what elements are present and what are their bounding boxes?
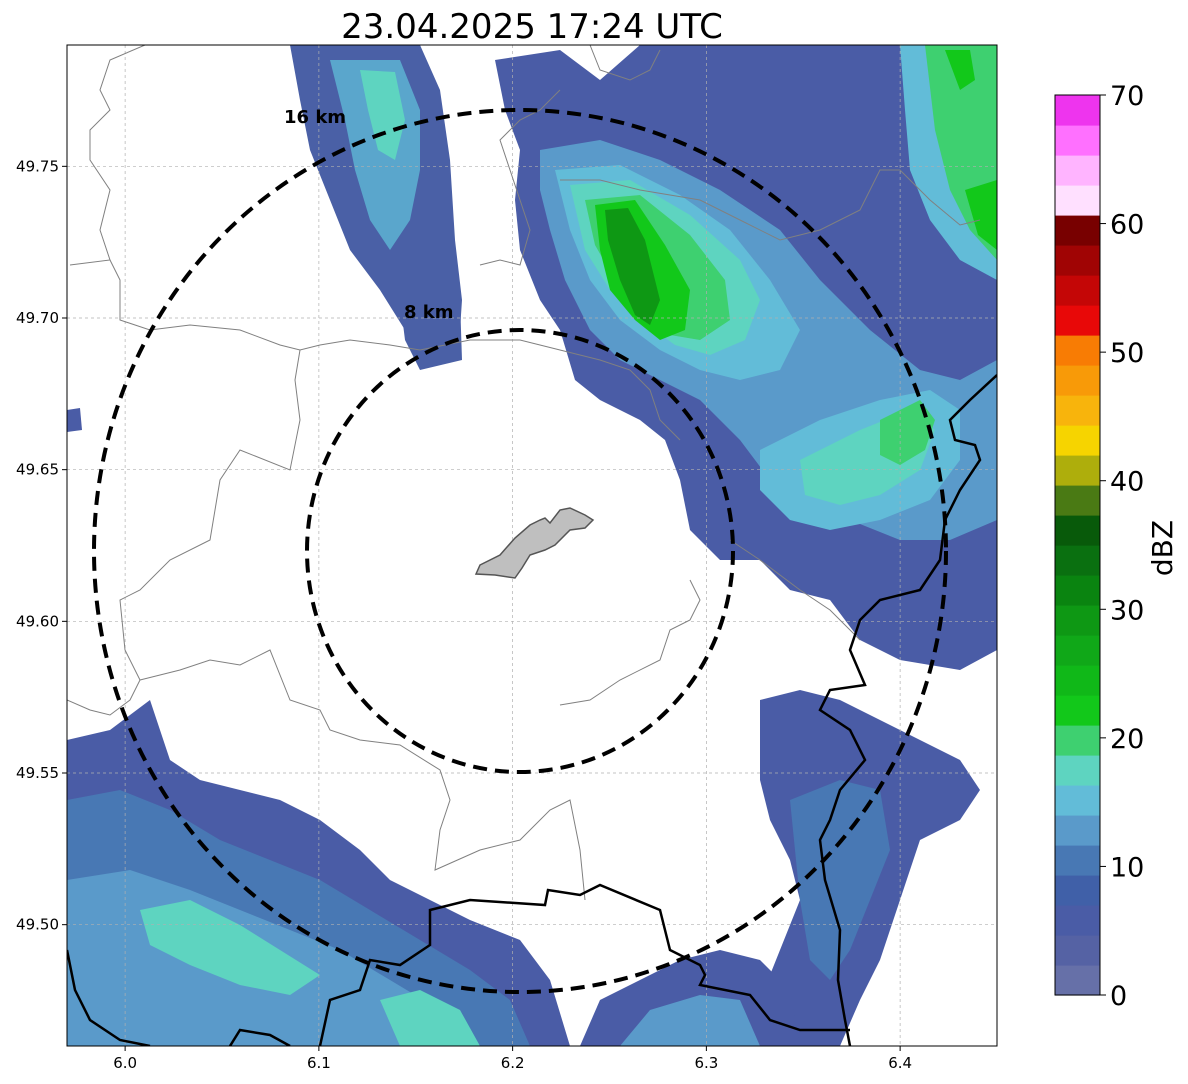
range-ring-16km	[92, 108, 948, 994]
colorbar-segment-20	[1055, 365, 1100, 396]
echo-ne-core-dark	[605, 208, 660, 325]
colorbar-segment-24	[1055, 245, 1100, 276]
radar-echoes	[67, 45, 997, 1046]
region-boundary-9	[559, 579, 701, 706]
range-ring-8km	[305, 328, 735, 774]
colorbar-tick-label-1: 10	[1110, 852, 1144, 883]
lon-tick-label-1: 6.1	[307, 1054, 331, 1072]
colorbar	[1054, 94, 1101, 996]
colorbar-tick-label-0: 0	[1110, 981, 1127, 1012]
lat-tick-label-4: 49.70	[16, 309, 59, 327]
echo-center-north-cell	[400, 300, 462, 370]
colorbar-frame	[1054, 94, 1101, 996]
colorbar-ticks: 0 10 20 30 40 50 60 70	[1100, 81, 1144, 1012]
range-ring-label-16km: 16 km	[284, 107, 346, 128]
figure-title: 23.04.2025 17:24 UTC	[341, 7, 723, 47]
colorbar-segment-23	[1055, 275, 1100, 306]
colorbar-segment-0	[1055, 965, 1100, 996]
echo-w-cell	[67, 408, 82, 432]
lon-tick-label-0: 6.0	[113, 1054, 137, 1072]
region-boundary-4	[139, 649, 586, 901]
colorbar-segment-19	[1055, 395, 1100, 426]
colorbar-segment-10	[1055, 665, 1100, 696]
lat-tick-label-2: 49.60	[16, 612, 59, 630]
region-boundaries	[67, 45, 981, 901]
colorbar-segment-17	[1055, 455, 1100, 486]
colorbar-segment-7	[1055, 755, 1100, 786]
echo-far-ne-core	[945, 50, 997, 250]
region-boundary-2	[109, 259, 421, 351]
border-south	[67, 883, 850, 1046]
national-borders	[67, 374, 997, 1046]
colorbar-tick-label-7: 70	[1110, 81, 1144, 112]
colorbar-segment-4	[1055, 845, 1100, 876]
region-boundary-10	[729, 539, 861, 641]
colorbar-segment-15	[1055, 515, 1100, 546]
lon-tick-label-3: 6.3	[694, 1054, 718, 1072]
longitude-ticks: 6.0 6.1 6.2 6.3 6.4	[113, 1046, 912, 1072]
colorbar-segment-29	[1055, 95, 1100, 126]
colorbar-segment-25	[1055, 215, 1100, 246]
colorbar-segment-11	[1055, 635, 1100, 666]
colorbar-segment-16	[1055, 485, 1100, 516]
colorbar-segment-18	[1055, 425, 1100, 456]
colorbar-tick-label-3: 30	[1110, 595, 1144, 626]
region-boundary-1	[69, 45, 146, 266]
colorbar-tick-label-6: 60	[1110, 210, 1144, 241]
colorbar-tick-label-2: 20	[1110, 724, 1144, 755]
lat-tick-label-5: 49.75	[16, 157, 59, 175]
map-area: 8 km 16 km	[67, 45, 997, 1046]
radar-site-polygon	[474, 507, 595, 579]
colorbar-segment-1	[1055, 935, 1100, 966]
colorbar-segment-8	[1055, 725, 1100, 756]
region-boundary-3	[67, 349, 301, 716]
lat-tick-label-3: 49.65	[16, 461, 59, 479]
lon-tick-label-4: 6.4	[888, 1054, 912, 1072]
colorbar-segment-3	[1055, 875, 1100, 906]
latitude-ticks: 49.50 49.55 49.60 49.65 49.70 49.75	[16, 157, 67, 934]
echo-sw-cyan	[140, 900, 480, 1046]
colorbar-segment-14	[1055, 545, 1100, 576]
colorbar-segment-2	[1055, 905, 1100, 936]
echo-ese-mid	[790, 780, 890, 980]
colorbar-tick-label-5: 50	[1110, 338, 1144, 369]
region-boundary-8	[560, 169, 981, 241]
colorbar-segment-21	[1055, 335, 1100, 366]
colorbar-segment-12	[1055, 605, 1100, 636]
echo-nw-band-peak	[360, 70, 405, 160]
region-boundary-7	[589, 45, 661, 81]
colorbar-tick-label-4: 40	[1110, 467, 1144, 498]
region-boundary-5	[419, 339, 681, 441]
colorbar-label: dBZ	[1146, 520, 1179, 576]
lat-tick-label-1: 49.55	[16, 764, 59, 782]
colorbar-segment-13	[1055, 575, 1100, 606]
lat-tick-label-0: 49.50	[16, 916, 59, 934]
colorbar-segment-26	[1055, 185, 1100, 216]
echo-e-band-green	[880, 400, 935, 465]
colorbar-segment-22	[1055, 305, 1100, 336]
map-frame	[66, 44, 998, 1047]
range-ring-label-8km: 8 km	[404, 302, 454, 323]
colorbar-segment-27	[1055, 155, 1100, 186]
region-boundary-6	[479, 89, 561, 266]
colorbar-segment-6	[1055, 785, 1100, 816]
colorbar-segment-9	[1055, 695, 1100, 726]
border-east	[818, 374, 997, 1046]
colorbar-segment-28	[1055, 125, 1100, 156]
lon-tick-label-2: 6.2	[501, 1054, 525, 1072]
echo-s-central-light	[620, 995, 760, 1046]
colorbar-segment-5	[1055, 815, 1100, 846]
